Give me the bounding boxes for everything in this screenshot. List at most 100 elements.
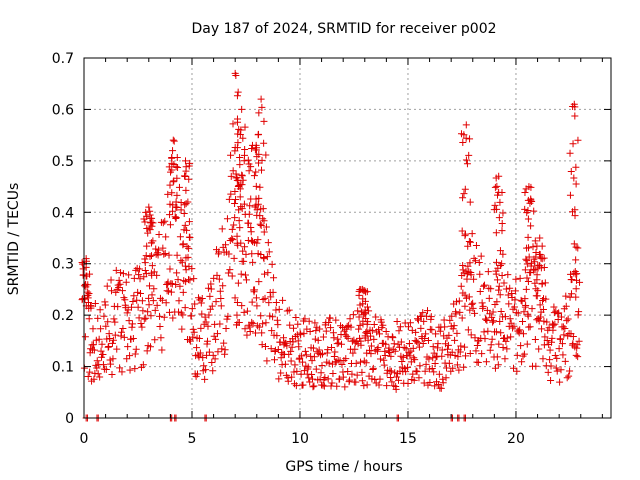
data-point [344,334,352,342]
data-point [210,274,218,282]
data-point [149,297,157,305]
data-point [179,288,187,296]
data-point [284,377,292,385]
data-point [334,335,342,343]
data-point [529,243,537,251]
data-point [456,348,464,356]
data-point [319,333,327,341]
data-points [78,69,584,422]
data-point [212,298,220,306]
data-point [197,299,205,307]
data-point [569,332,577,340]
data-point [269,313,277,321]
data-point [464,242,472,250]
data-point [223,215,231,223]
data-point [452,310,460,318]
data-point [228,225,236,233]
data-point [169,314,177,322]
data-point [137,319,145,327]
data-point [457,282,465,290]
data-point [290,324,298,332]
data-point [295,343,303,351]
data-point [155,231,163,239]
data-point [471,309,479,317]
data-point [252,168,260,176]
chart-title: Day 187 of 2024, SRMTID for receiver p00… [191,21,496,37]
data-point [357,358,365,366]
data-point [258,103,266,111]
data-point [235,319,243,327]
data-point [111,331,119,339]
data-point [182,266,190,274]
data-point [100,312,108,320]
data-point [311,335,319,343]
data-point [164,190,172,198]
data-point [164,278,172,286]
data-point [506,284,514,292]
data-point [224,269,232,277]
data-point [255,150,263,158]
data-point [186,234,194,242]
data-point [190,328,198,336]
data-point [231,294,239,302]
data-point [170,160,178,168]
data-point [524,312,532,320]
data-point [432,330,440,338]
data-point [461,185,469,193]
data-point [188,265,196,273]
data-point [172,203,180,211]
data-point [526,323,534,331]
data-point [263,357,271,365]
data-point [238,171,246,179]
data-point [181,304,189,312]
data-point [288,343,296,351]
data-point [217,294,225,302]
data-point [556,378,564,386]
x-tick-label: 0 [80,431,89,447]
data-point [147,312,155,320]
data-point [203,351,211,359]
data-point [359,295,367,303]
data-point [129,335,137,343]
data-point [251,146,259,154]
data-point [279,296,287,304]
data-point [267,293,275,301]
data-point [240,200,248,208]
data-point [431,382,439,390]
data-point [518,358,526,366]
data-point [324,375,332,383]
data-point [477,252,485,260]
data-point [396,323,404,331]
data-point [498,260,506,268]
data-point [437,384,445,392]
data-point [228,272,236,280]
data-point [329,369,337,377]
data-point [389,334,397,342]
data-point [499,250,507,258]
data-point [170,137,178,145]
data-point [104,318,112,326]
data-point [572,180,580,188]
data-point [98,340,106,348]
data-point [148,291,156,299]
data-point [188,305,196,313]
data-point [248,236,256,244]
data-point [110,315,118,323]
data-point [480,282,488,290]
data-point [270,274,278,282]
data-point [119,324,127,332]
data-point [248,141,256,149]
data-point [209,351,217,359]
y-tick-label: 0 [65,411,74,427]
data-point [144,229,152,237]
data-point [540,254,548,262]
data-point [442,340,450,348]
data-point [520,350,528,358]
data-point [234,139,242,147]
data-point [229,120,237,128]
data-point [97,347,105,355]
data-point [557,366,565,374]
data-point [177,256,185,264]
data-point [201,313,209,321]
data-point [374,344,382,352]
